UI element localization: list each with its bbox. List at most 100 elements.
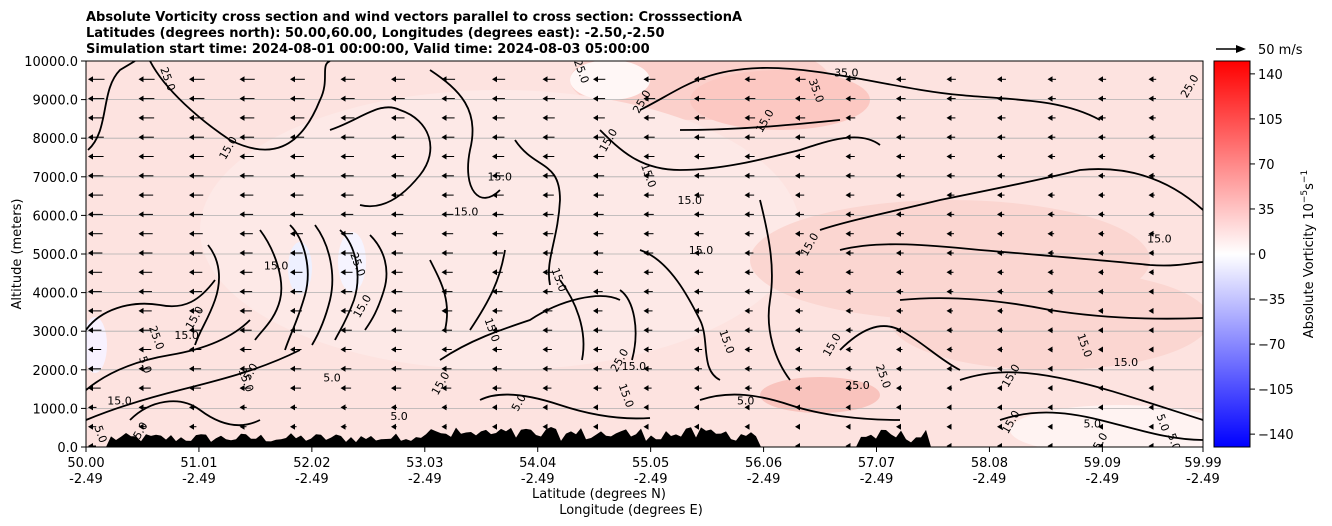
wind-vector-arrowhead <box>1098 114 1103 121</box>
wind-vector-arrowhead <box>744 153 750 160</box>
wind-vector-arrowhead <box>1148 76 1154 83</box>
wind-vector-arrowhead <box>189 114 194 121</box>
wind-vector-arrowhead <box>138 153 144 160</box>
wind-vector-arrowhead <box>744 346 750 353</box>
wind-vector-arrowhead <box>391 134 396 141</box>
wind-vector-arrowhead <box>795 288 800 295</box>
wind-vector-arrowhead <box>997 153 1002 160</box>
wind-vector-arrowhead <box>845 346 851 353</box>
wind-vector-arrowhead <box>643 76 649 83</box>
wind-vector-arrowhead <box>845 404 851 411</box>
wind-vector-arrowhead <box>542 114 548 121</box>
wind-vector-arrowhead <box>997 423 1002 430</box>
wind-vector-arrowhead <box>138 288 144 295</box>
colorbar-tick-label: 140 <box>1258 68 1283 83</box>
wind-vector-arrowhead <box>542 404 548 411</box>
wind-vector-arrowhead <box>189 230 194 237</box>
wind-vector-arrowhead <box>643 269 649 276</box>
wind-vector-arrowhead <box>441 288 447 295</box>
contour-line <box>839 243 1203 267</box>
wind-vector-arrowhead <box>694 95 699 102</box>
wind-vector-arrowhead <box>492 134 497 141</box>
wind-vector-arrowhead <box>896 172 901 179</box>
wind-vector-arrowhead <box>542 192 548 199</box>
wind-vector-arrowhead <box>845 192 851 199</box>
wind-vector-arrowhead <box>1047 385 1053 392</box>
wind-vector-arrowhead <box>189 269 194 276</box>
wind-vector-arrowhead <box>441 250 447 256</box>
x-tick-label-lat: 56.06 <box>745 456 782 471</box>
wind-vector-arrowhead <box>138 346 144 353</box>
wind-vector-arrowhead <box>290 230 295 237</box>
x-tick-label-lon: -2.49 <box>295 472 329 487</box>
wind-vector-arrowhead <box>795 443 800 447</box>
wind-vector-arrowhead <box>239 250 245 256</box>
x-tick-label-lat: 52.02 <box>293 456 330 471</box>
wind-vector-arrowhead <box>1148 153 1154 160</box>
colorbar-tick-label: 105 <box>1258 113 1283 128</box>
wind-vector-arrowhead <box>340 423 346 430</box>
wind-vector-arrowhead <box>441 95 447 102</box>
y-tick-label: 0.0 <box>57 441 78 456</box>
wind-vector-arrowhead <box>290 404 295 411</box>
wind-vector-arrowhead <box>694 423 699 430</box>
wind-vector-arrowhead <box>694 288 699 295</box>
y-tick-label: 7000.0 <box>33 171 79 186</box>
contour-line <box>959 371 1203 421</box>
wind-vector-arrowhead <box>1098 269 1103 276</box>
contour-line <box>479 393 651 420</box>
contour-label: 5.0 <box>1154 412 1172 433</box>
wind-vector-arrowhead <box>492 288 497 295</box>
colorbar-label-sup: −5 <box>1300 190 1310 203</box>
wind-vector-arrowhead <box>290 288 295 295</box>
wind-vector-arrowhead <box>340 443 346 447</box>
wind-vector-arrowhead <box>896 114 901 121</box>
wind-vector-arrowhead <box>593 95 598 102</box>
wind-vector-arrowhead <box>189 76 194 83</box>
wind-vector-arrowhead <box>441 230 447 237</box>
wind-vector-arrowhead <box>391 269 396 276</box>
wind-vector-arrowhead <box>391 346 396 353</box>
wind-vector-arrowhead <box>997 327 1002 334</box>
wind-vector-arrowhead <box>1047 423 1053 430</box>
wind-vector-arrowhead <box>795 269 800 276</box>
wind-vector-arrowhead <box>138 250 144 256</box>
wind-vector-arrowhead <box>138 211 144 218</box>
wind-vector-arrowhead <box>492 76 497 83</box>
wind-vector-arrowhead <box>744 76 750 83</box>
wind-vector-arrowhead <box>138 443 144 447</box>
y-tick-label: 9000.0 <box>33 94 79 109</box>
wind-vector-arrowhead <box>795 365 800 372</box>
wind-vector-arrowhead <box>290 423 295 430</box>
wind-vector-arrowhead <box>290 192 295 199</box>
wind-vector-arrowhead <box>88 250 93 256</box>
wind-vector-arrowhead <box>593 385 598 392</box>
wind-vector-arrowhead <box>492 250 497 256</box>
x-tick-label-lon: -2.49 <box>521 472 555 487</box>
wind-vector-arrowhead <box>542 443 548 447</box>
wind-vector-arrowhead <box>845 423 851 430</box>
wind-vector-arrowhead <box>441 365 447 372</box>
wind-vector-arrowhead <box>1148 443 1154 447</box>
wind-vector-arrowhead <box>138 134 144 141</box>
wind-vector-arrowhead <box>239 288 245 295</box>
wind-vector-arrowhead <box>694 365 699 372</box>
wind-vector-arrowhead <box>1098 134 1103 141</box>
wind-vector-arrowhead <box>946 404 952 411</box>
wind-vector-arrowhead <box>593 134 598 141</box>
wind-vector-arrowhead <box>492 230 497 237</box>
wind-vector-arrowhead <box>744 134 750 141</box>
wind-vector-arrowhead <box>643 385 649 392</box>
colorbar-tick-label: 70 <box>1258 158 1275 173</box>
wind-vector-arrowhead <box>492 172 497 179</box>
wind-vector-arrowhead <box>189 211 194 218</box>
wind-vector-arrowhead <box>744 307 750 314</box>
plot-area: 15.025.015.015.025.015.015.015.015.025.0… <box>86 61 1203 447</box>
contour-label: 15.0 <box>487 171 512 184</box>
wind-vector-arrowhead <box>441 346 447 353</box>
contour-line <box>429 69 501 199</box>
wind-vector-arrowhead <box>542 307 548 314</box>
wind-vector-arrowhead <box>744 192 750 199</box>
wind-vector-arrowhead <box>1047 307 1053 314</box>
